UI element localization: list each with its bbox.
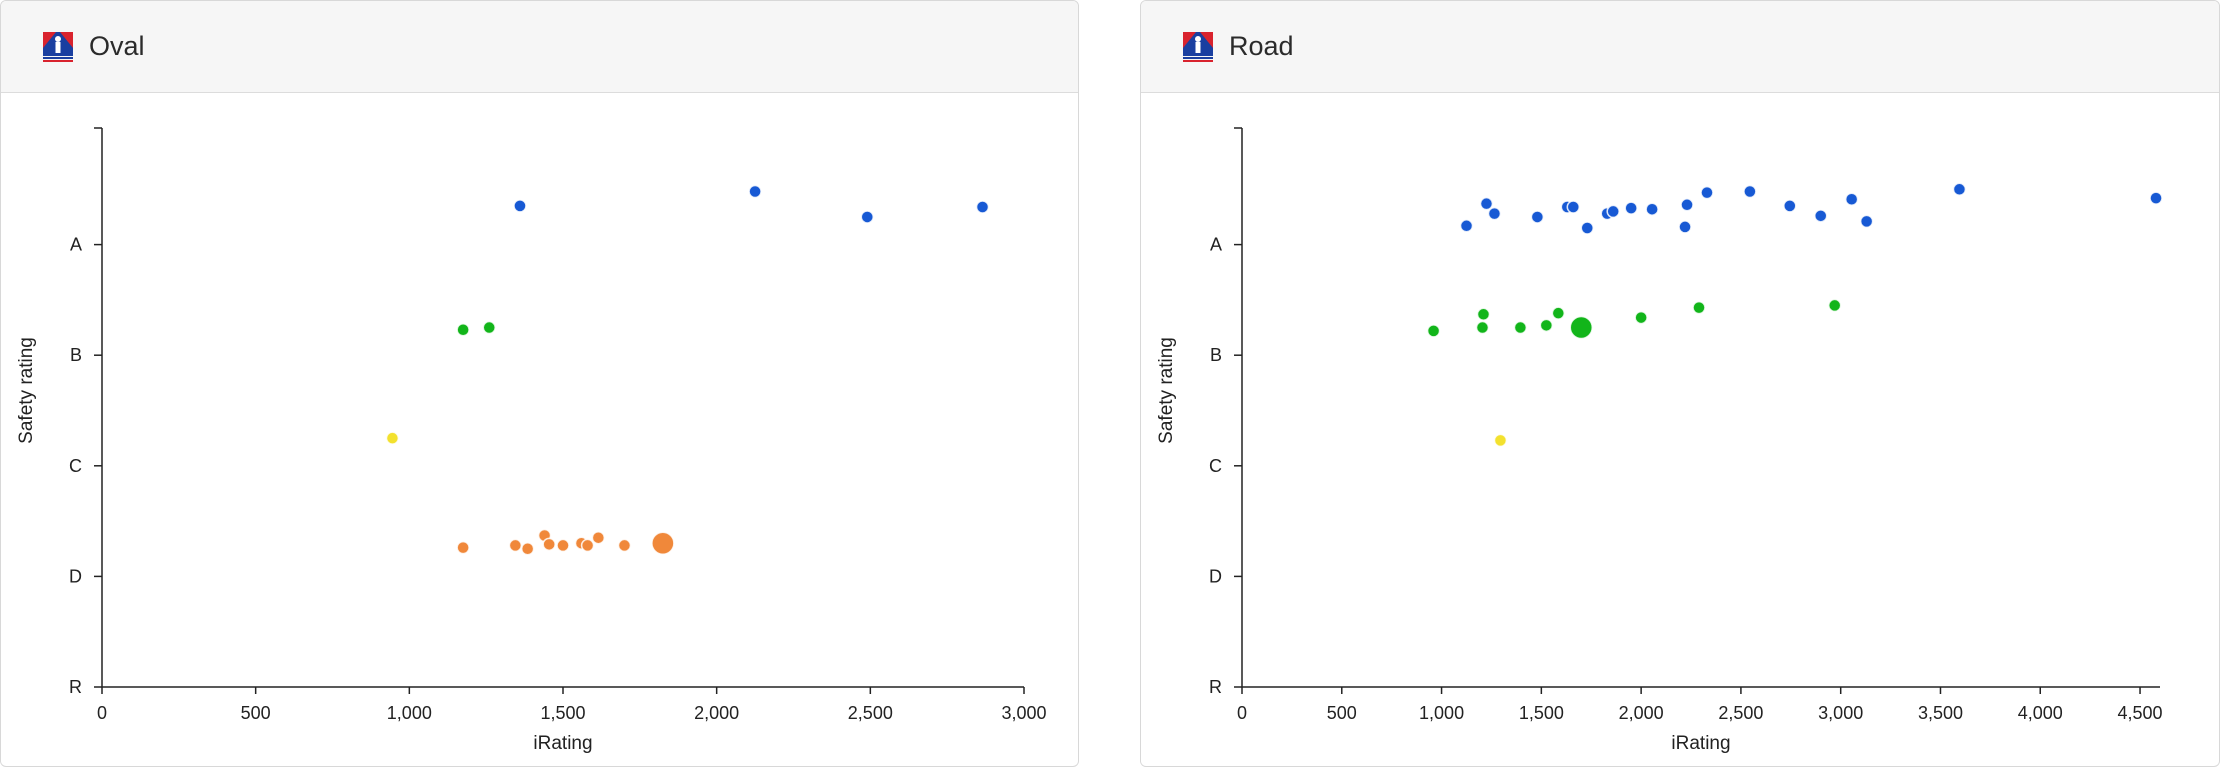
x-tick-label: 1,000 xyxy=(387,703,432,723)
data-point-a[interactable] xyxy=(1487,206,1502,221)
oval-scatter-chart: 0 500 1,000 1,500 2,000 2,500 3,000 R D C B AiRatin… xyxy=(16,127,1047,754)
data-point-a[interactable] xyxy=(860,210,875,224)
y-axis-title: Safety rating xyxy=(16,337,37,444)
x-tick-label: 0 xyxy=(1237,703,1247,723)
y-tick-label: C xyxy=(1209,456,1222,476)
data-point-d[interactable] xyxy=(456,540,470,555)
data-point-a[interactable] xyxy=(1813,209,1828,223)
data-point-d[interactable] xyxy=(542,537,556,552)
oval-panel-header: Oval xyxy=(1,1,1078,93)
x-tick-label: 2,500 xyxy=(848,703,893,723)
data-point-b[interactable] xyxy=(1827,298,1842,313)
data-point-b[interactable] xyxy=(1476,307,1491,322)
data-point-a[interactable] xyxy=(1624,201,1638,215)
y-tick-label: R xyxy=(69,677,82,697)
x-axis-title: iRating xyxy=(1671,733,1730,754)
data-point-b[interactable] xyxy=(1551,306,1566,320)
data-point-b[interactable] xyxy=(456,323,470,337)
x-tick-label: 3,000 xyxy=(1818,703,1863,723)
data-point-d[interactable] xyxy=(617,538,632,553)
x-axis-title: iRating xyxy=(533,733,592,754)
x-tick-label: 3,000 xyxy=(1001,703,1046,723)
road-panel: Road 0 500 1,000 1,500 2,000 2,500 3,000 3,500 4… xyxy=(1140,0,2220,767)
road-panel-header: Road xyxy=(1141,1,2219,93)
data-point-a[interactable] xyxy=(513,199,527,213)
x-tick-label: 3,500 xyxy=(1918,703,1963,723)
x-tick-label: 1,500 xyxy=(1519,703,1564,723)
oval-panel-title: Oval xyxy=(89,31,145,61)
data-point-a[interactable] xyxy=(1678,220,1692,234)
x-tick-label: 1,500 xyxy=(540,703,585,723)
y-tick-label: C xyxy=(69,456,82,476)
data-point-a[interactable] xyxy=(1700,185,1714,200)
y-tick-label: B xyxy=(1210,345,1222,365)
data-point-a[interactable] xyxy=(975,200,990,214)
data-point-b[interactable] xyxy=(1569,315,1594,340)
data-point-a[interactable] xyxy=(748,184,762,199)
x-tick-label: 4,500 xyxy=(2118,703,2163,723)
data-point-d[interactable] xyxy=(520,542,535,556)
data-point-b[interactable] xyxy=(1513,320,1528,335)
road-panel-title: Road xyxy=(1229,31,1294,61)
data-point-d[interactable] xyxy=(580,538,595,553)
data-point-a[interactable] xyxy=(1645,202,1659,216)
x-tick-label: 2,500 xyxy=(1718,703,1763,723)
iracing-logo-icon xyxy=(1183,31,1213,62)
road-scatter-chart: 0 500 1,000 1,500 2,000 2,500 3,000 3,500 4,000 4… xyxy=(1156,127,2163,754)
x-tick-label: 4,000 xyxy=(2018,703,2063,723)
data-point-d[interactable] xyxy=(508,538,523,553)
x-tick-label: 500 xyxy=(1327,703,1357,723)
data-point-b[interactable] xyxy=(1426,324,1441,338)
data-point-c[interactable] xyxy=(385,431,400,445)
x-tick-label: 0 xyxy=(97,703,107,723)
data-point-b[interactable] xyxy=(1634,310,1648,325)
data-point-a[interactable] xyxy=(1783,199,1797,213)
data-point-b[interactable] xyxy=(482,320,496,335)
y-tick-label: A xyxy=(70,235,82,255)
y-tick-label: R xyxy=(1209,677,1222,697)
data-point-a[interactable] xyxy=(1530,210,1545,224)
data-point-b[interactable] xyxy=(1539,318,1554,333)
y-tick-label: D xyxy=(69,566,82,586)
data-point-a[interactable] xyxy=(1580,221,1594,235)
data-point-a[interactable] xyxy=(1743,184,1757,199)
data-point-a[interactable] xyxy=(1680,198,1694,212)
data-point-d[interactable] xyxy=(651,531,675,555)
iracing-logo-icon xyxy=(43,31,73,62)
x-tick-label: 500 xyxy=(241,703,271,723)
data-point-a[interactable] xyxy=(1566,200,1581,214)
x-tick-label: 2,000 xyxy=(1619,703,1664,723)
x-tick-label: 2,000 xyxy=(694,703,739,723)
data-point-b[interactable] xyxy=(1475,320,1490,335)
data-point-a[interactable] xyxy=(1459,219,1474,233)
y-axis-title: Safety rating xyxy=(1156,337,1177,444)
data-point-a[interactable] xyxy=(1479,196,1494,211)
data-point-a[interactable] xyxy=(2149,191,2163,205)
y-tick-label: D xyxy=(1209,566,1222,586)
data-point-a[interactable] xyxy=(1952,182,1967,197)
data-point-a[interactable] xyxy=(1844,192,1859,207)
data-point-b[interactable] xyxy=(1692,300,1706,315)
y-tick-label: B xyxy=(70,345,82,365)
data-point-c[interactable] xyxy=(1493,433,1508,448)
x-tick-label: 1,000 xyxy=(1419,703,1464,723)
data-point-d[interactable] xyxy=(591,530,606,545)
data-point-d[interactable] xyxy=(556,538,570,553)
data-point-a[interactable] xyxy=(1606,204,1620,219)
y-tick-label: A xyxy=(1210,235,1222,255)
data-point-a[interactable] xyxy=(1859,214,1874,229)
